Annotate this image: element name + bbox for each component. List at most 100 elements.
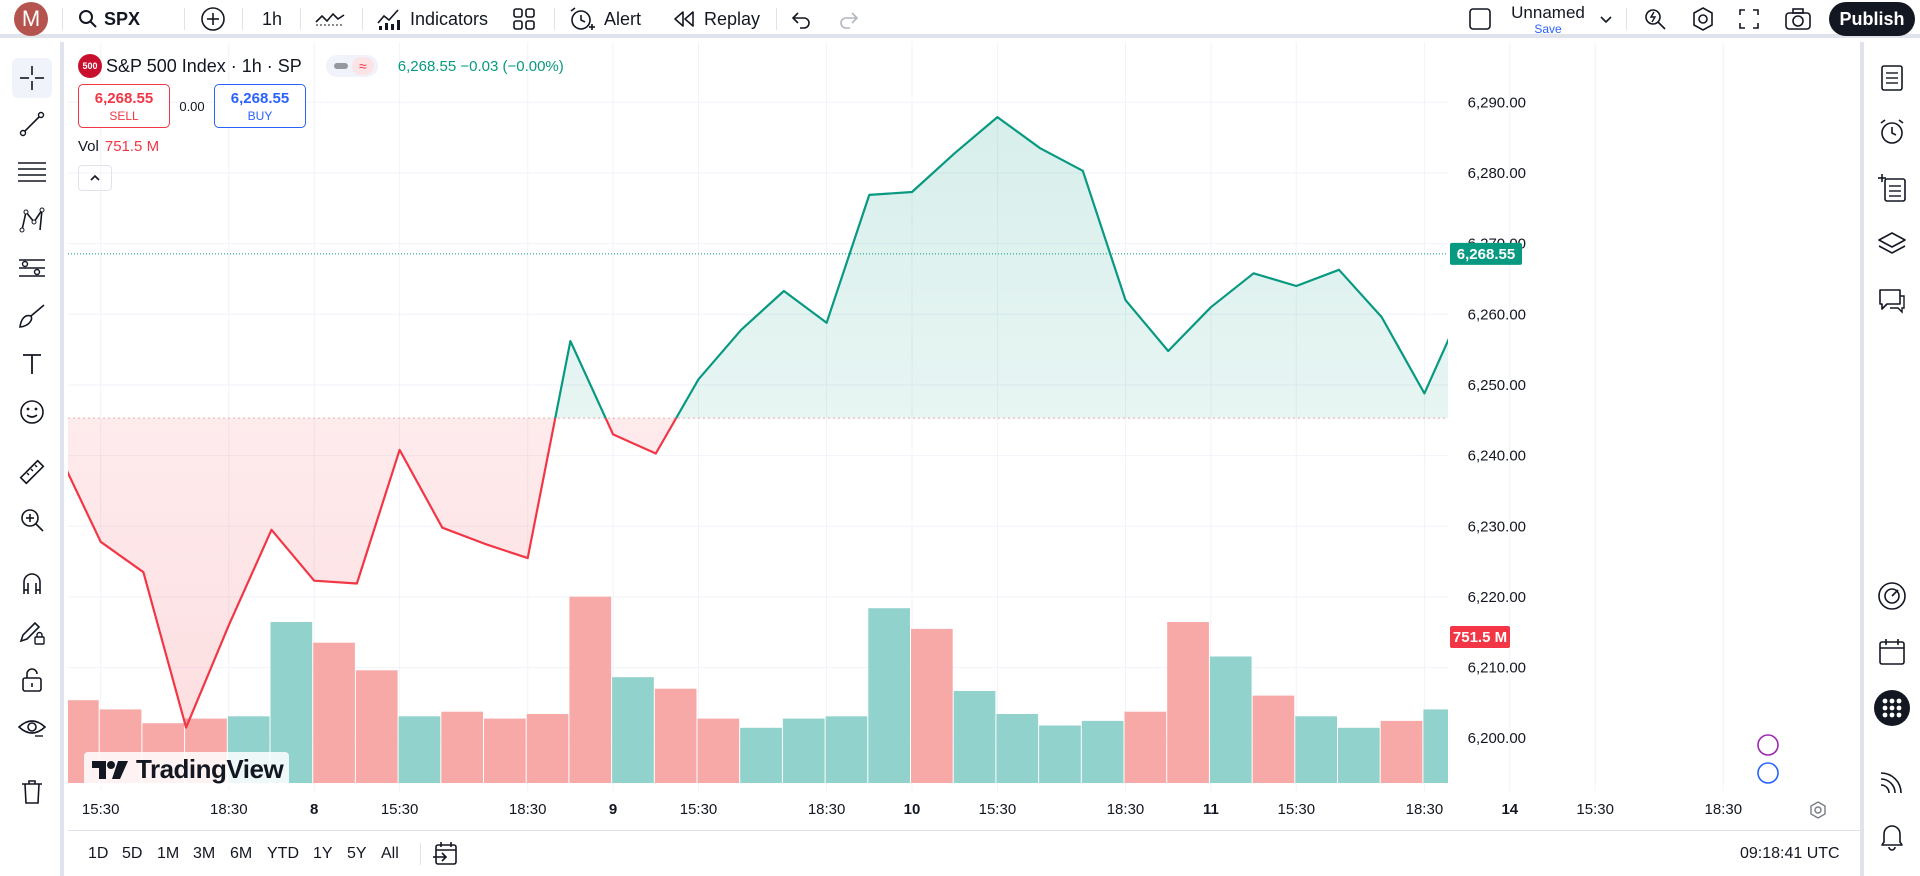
chart-pane[interactable]: 6,200.00 6,210.00 6,220.00 6,230.00 6,240.00… (68, 42, 1860, 826)
compare-symbol-button[interactable] (200, 0, 226, 38)
volume-bar (526, 714, 569, 783)
alarm-clock-icon (1880, 119, 1904, 144)
tradingview-watermark[interactable]: TradingView (84, 752, 290, 787)
volume-legend[interactable]: Vol 751.5 M (78, 138, 564, 155)
watchlist-button[interactable] (1872, 58, 1912, 98)
publish-button[interactable]: Publish (1829, 2, 1915, 36)
layout-name-button[interactable]: Unnamed Save (1508, 2, 1588, 35)
watchlist-icon (1881, 65, 1903, 91)
layout-menu-button[interactable] (1598, 0, 1614, 38)
forecasting-tool[interactable] (12, 248, 52, 288)
range-1m-button[interactable]: 1M (157, 845, 180, 862)
technicals-button[interactable] (1872, 576, 1912, 616)
plus-circle-icon (201, 7, 225, 31)
symbol-label: SPX (104, 8, 141, 29)
remove-drawings-tool[interactable] (12, 772, 52, 812)
price-tick-label: 6,200.00 (1468, 730, 1526, 747)
indicators-button[interactable]: Indicators (376, 0, 488, 38)
clock-utc[interactable]: 09:18:41 UTC (1740, 845, 1840, 862)
volume-bar (782, 718, 825, 783)
buy-button[interactable]: 6,268.55 BUY (214, 84, 306, 128)
settings-button[interactable] (1690, 0, 1716, 38)
range-all-button[interactable]: All (381, 845, 399, 862)
range-1y-button[interactable]: 1Y (313, 845, 333, 862)
sell-button[interactable]: 6,268.55 SELL (78, 84, 170, 128)
range-3m-button[interactable]: 3M (193, 845, 216, 862)
user-avatar[interactable]: M (14, 2, 48, 36)
separator (300, 8, 301, 30)
smiley-icon (20, 400, 44, 424)
trash-icon (22, 780, 42, 804)
crosshair-tool[interactable] (12, 58, 52, 98)
range-ytd-button[interactable]: YTD (267, 845, 299, 862)
separator (184, 8, 185, 30)
time-tick-label: 8 (310, 801, 318, 818)
range-5d-button[interactable]: 5D (122, 845, 143, 862)
measure-tool[interactable] (12, 452, 52, 492)
replay-button[interactable]: Replay (672, 0, 760, 38)
notifications-button[interactable] (1872, 816, 1912, 856)
brush-tool[interactable] (12, 296, 52, 336)
alert-button[interactable]: Alert (568, 0, 641, 38)
alerts-panel-button[interactable] (1872, 112, 1912, 152)
layouts-button[interactable] (512, 0, 536, 38)
fullscreen-icon (1739, 9, 1759, 29)
stay-in-drawing-mode-tool[interactable] (12, 612, 52, 652)
zoom-in-tool[interactable] (12, 500, 52, 540)
fullscreen-button[interactable] (1738, 0, 1760, 38)
alarm-clock-icon (570, 7, 595, 30)
products-button[interactable] (1872, 688, 1912, 728)
collapse-legend-button[interactable] (78, 165, 112, 191)
magnet-tool[interactable] (12, 564, 52, 604)
pattern-tool[interactable] (12, 200, 52, 240)
lock-drawings-tool[interactable] (12, 660, 52, 700)
streams-button[interactable] (1872, 762, 1912, 802)
redo-icon (840, 12, 859, 29)
fib-retracement-tool[interactable] (12, 152, 52, 192)
volume-bar (911, 628, 953, 783)
magnet-icon (23, 573, 41, 594)
axis-settings-icon[interactable] (1810, 801, 1826, 819)
quick-search-button[interactable] (1642, 0, 1668, 38)
symbol-search-button[interactable]: SPX (78, 0, 140, 38)
layout-save-label: Save (1534, 22, 1562, 36)
symbol-logo: 500 (78, 54, 102, 78)
interval-button[interactable]: 1h (262, 0, 282, 38)
chart-type-button[interactable] (314, 0, 346, 38)
layout-name: Unnamed (1511, 3, 1585, 22)
time-tick-label: 15:30 (1278, 801, 1316, 818)
volume-bar (1252, 695, 1295, 783)
text-icon (23, 354, 41, 374)
spread-value: 0.00 (179, 98, 205, 114)
volume-bar (612, 677, 654, 783)
chats-button[interactable] (1872, 280, 1912, 320)
indicators-icon (377, 9, 400, 30)
calendar-button[interactable] (1872, 632, 1912, 672)
snapshot-button[interactable] (1784, 0, 1812, 38)
range-5y-button[interactable]: 5Y (347, 845, 367, 862)
hide-drawings-tool[interactable] (12, 708, 52, 748)
calendar-icon (1879, 639, 1905, 665)
volume-bar (1039, 725, 1081, 783)
legend-visibility-toggle[interactable]: ≈ (325, 55, 378, 77)
layout-checkbox[interactable] (1468, 0, 1492, 38)
price-chart[interactable]: 6,200.00 6,210.00 6,220.00 6,230.00 6,240.00… (68, 42, 1860, 826)
object-tree-button[interactable] (1872, 168, 1912, 208)
line-chart-type-icon (315, 12, 345, 26)
trend-line-tool[interactable] (12, 104, 52, 144)
go-to-date-button[interactable] (432, 831, 460, 876)
text-tool[interactable] (12, 344, 52, 384)
layers-button[interactable] (1872, 224, 1912, 264)
last-price-tag-text: 6,268.55 (1457, 246, 1515, 263)
redo-button[interactable] (838, 0, 860, 38)
minus-icon (333, 63, 348, 69)
range-1d-button[interactable]: 1D (88, 845, 109, 862)
emoji-tool[interactable] (12, 392, 52, 432)
chevron-up-icon (90, 174, 100, 181)
square-icon (1469, 8, 1491, 30)
price-tick-label: 6,250.00 (1468, 377, 1526, 394)
quick-search-icon (1645, 9, 1666, 30)
range-6m-button[interactable]: 6M (230, 845, 253, 862)
symbol-title[interactable]: S&P 500 Index · 1h · SP (106, 55, 302, 76)
undo-button[interactable] (790, 0, 812, 38)
